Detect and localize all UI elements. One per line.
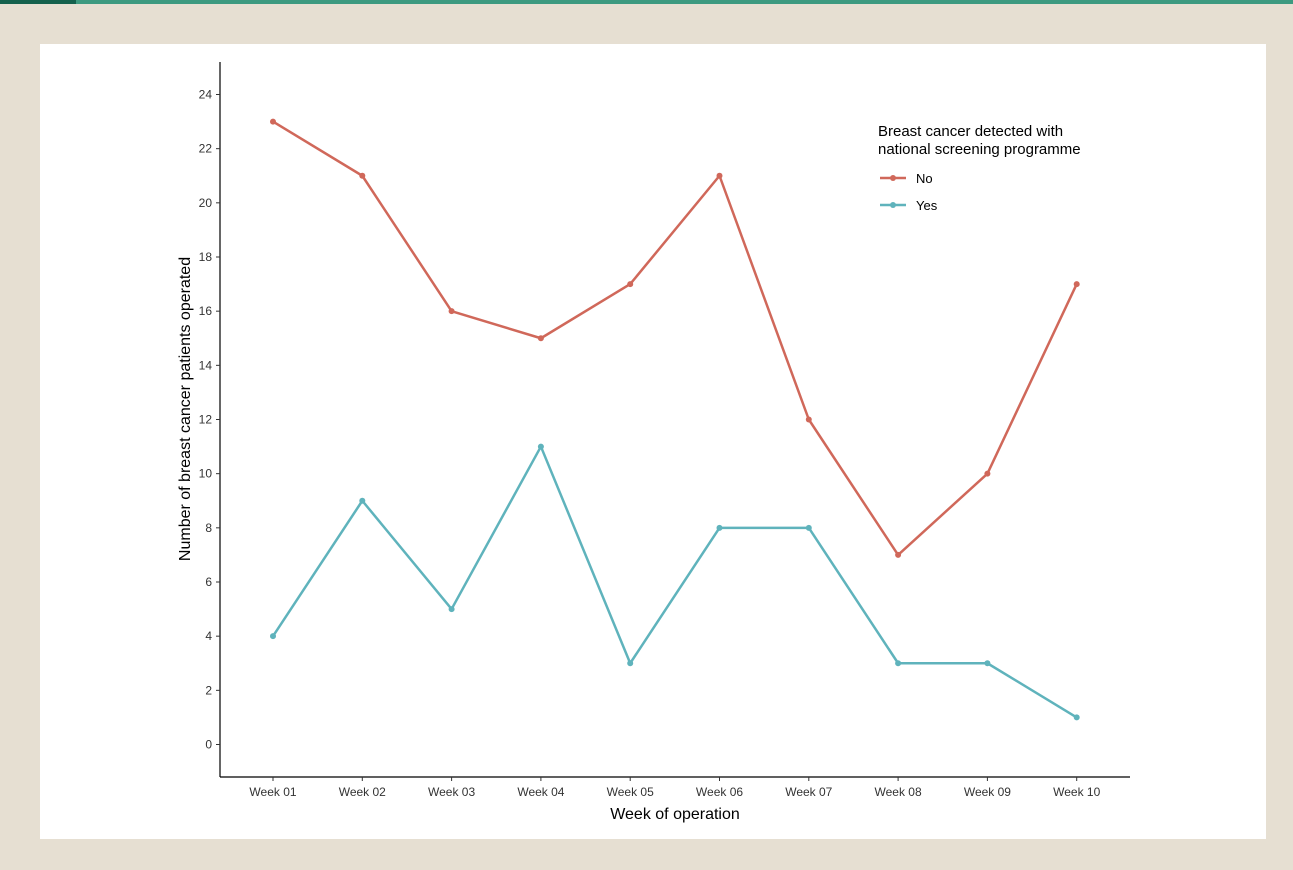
y-tick-label: 0	[205, 738, 212, 752]
data-point-yes	[984, 660, 991, 667]
data-point-no	[716, 172, 723, 179]
data-point-yes	[448, 606, 455, 613]
data-point-no	[895, 551, 902, 558]
x-tick-label: Week 02	[339, 785, 386, 799]
series-layer	[270, 118, 1080, 721]
top-accent-bar-segment	[0, 0, 76, 4]
y-tick-label: 22	[199, 142, 213, 156]
y-tick-label: 24	[199, 88, 213, 102]
x-tick-label: Week 10	[1053, 785, 1100, 799]
y-tick-label: 2	[205, 683, 212, 697]
legend-title-line-1: Breast cancer detected with	[878, 123, 1063, 140]
y-tick-label: 12	[199, 413, 213, 427]
data-point-yes	[359, 497, 366, 504]
data-point-yes	[1073, 714, 1080, 721]
y-axis-title: Number of breast cancer patients operate…	[177, 257, 194, 561]
x-tick-label: Week 05	[607, 785, 654, 799]
x-tick-label: Week 01	[249, 785, 296, 799]
data-point-yes	[805, 524, 812, 531]
series-line-yes	[271, 445, 1078, 719]
top-accent-bar	[0, 0, 1293, 4]
data-point-no	[270, 118, 276, 125]
legend-label-yes: Yes	[916, 198, 938, 213]
data-point-no	[805, 416, 812, 423]
legend-key-yes-marker	[890, 202, 896, 208]
data-point-no	[1073, 281, 1080, 288]
y-tick-label: 14	[199, 358, 213, 372]
x-tick-label: Week 07	[785, 785, 832, 799]
data-point-yes	[270, 633, 276, 640]
y-tick-label: 8	[205, 521, 212, 535]
y-tick-label: 6	[205, 575, 212, 589]
data-point-yes	[537, 443, 544, 450]
legend-title-line-2: national screening programme	[878, 141, 1081, 158]
x-tick-label: Week 03	[428, 785, 475, 799]
x-axis-title: Week of operation	[610, 806, 740, 823]
data-point-no	[448, 308, 455, 315]
x-tick-label: Week 09	[964, 785, 1011, 799]
data-point-no	[359, 172, 366, 179]
y-tick-label: 18	[199, 250, 213, 264]
legend: Breast cancer detected with national scr…	[878, 123, 1081, 213]
y-tick-label: 4	[205, 629, 212, 643]
data-point-no	[627, 281, 634, 288]
series-line-no	[272, 120, 1078, 557]
data-point-yes	[895, 660, 902, 667]
y-tick-label: 20	[199, 196, 213, 210]
legend-label-no: No	[916, 171, 933, 186]
x-tick-label: Week 08	[875, 785, 922, 799]
data-point-yes	[627, 660, 634, 667]
data-point-no	[984, 470, 991, 477]
data-point-no	[537, 335, 544, 342]
x-tick-label: Week 06	[696, 785, 743, 799]
figure-panel: 0 2 4 6 8 10 12 14 16 18 20 22 24 Week 01 Week 02 Week …	[40, 44, 1266, 839]
legend-key-no-marker	[890, 175, 896, 181]
x-tick-label: Week 04	[517, 785, 564, 799]
y-tick-label: 16	[199, 304, 213, 318]
data-point-yes	[716, 524, 723, 531]
y-tick-label: 10	[199, 467, 213, 481]
